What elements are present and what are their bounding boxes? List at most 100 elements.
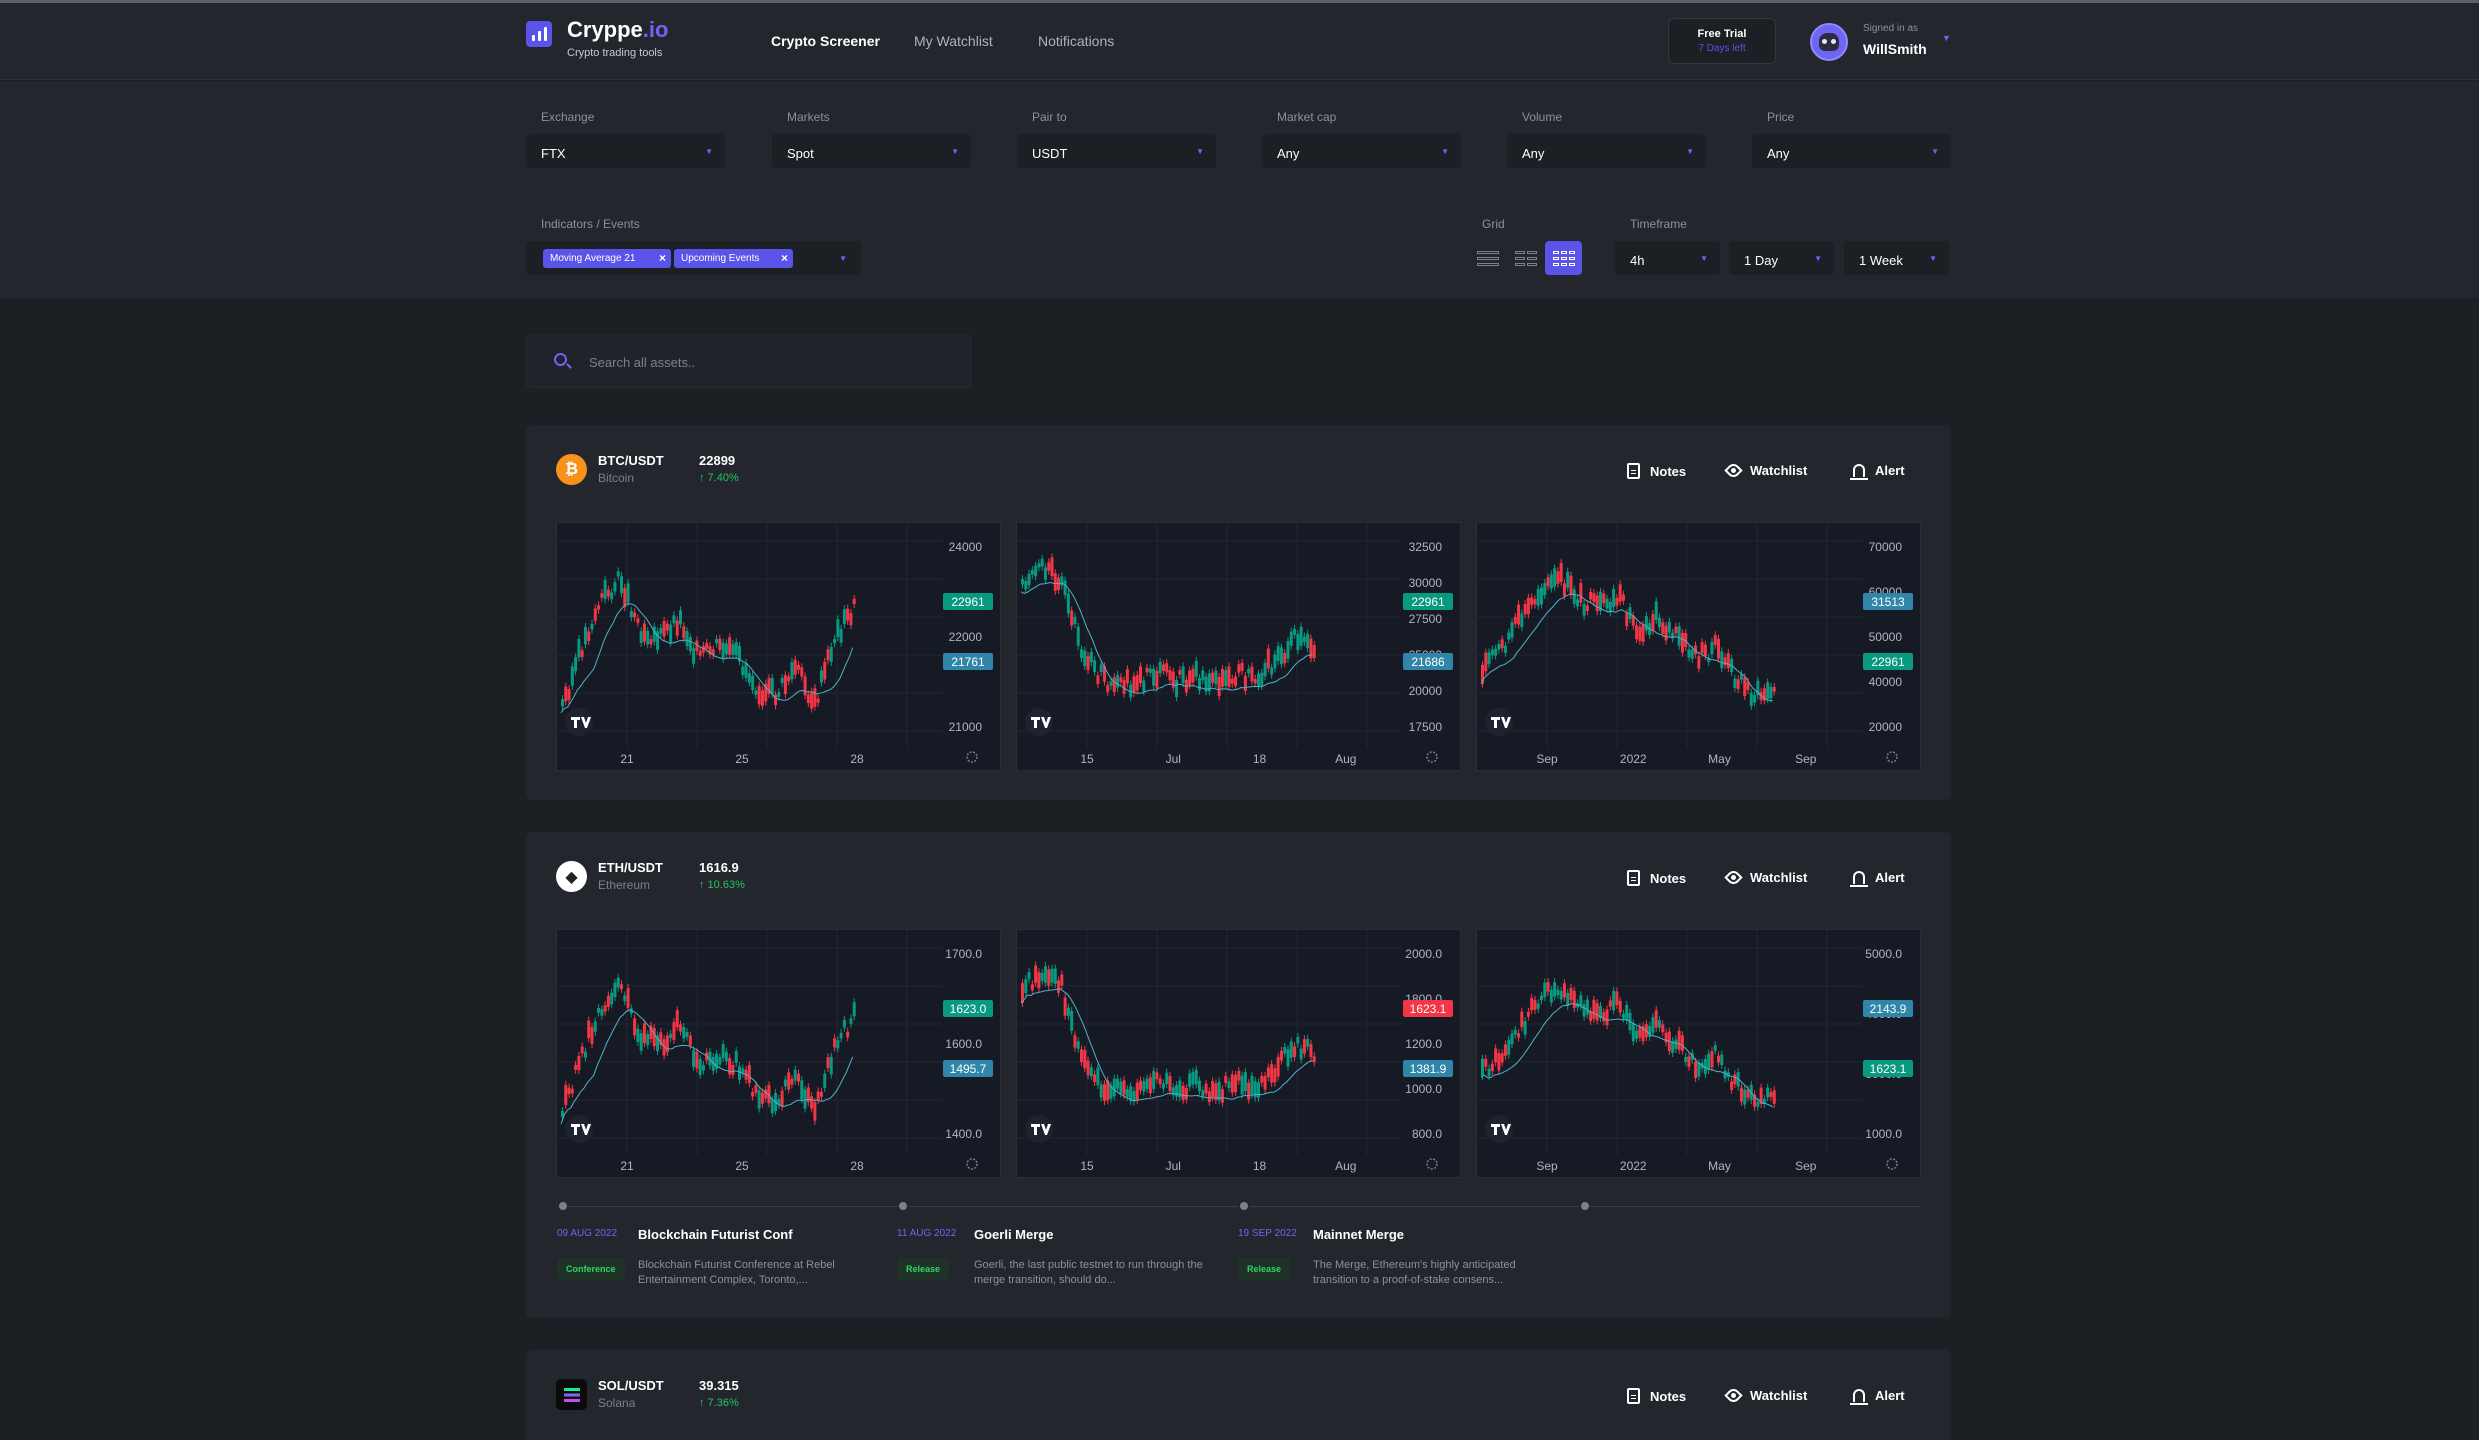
- timeframe-select-2[interactable]: 1 Day ▼: [1729, 241, 1834, 275]
- candle-body: [679, 1024, 682, 1032]
- watchlist-button[interactable]: Watchlist: [1724, 461, 1807, 480]
- brand-name[interactable]: Cryppe.io: [567, 17, 669, 42]
- timeframe-select-1[interactable]: 4h ▼: [1615, 241, 1720, 275]
- candle-body: [610, 992, 614, 1005]
- candle-body: [1312, 1056, 1316, 1063]
- event-title[interactable]: Mainnet Merge: [1313, 1227, 1405, 1242]
- exchange-select[interactable]: FTX ▼: [526, 134, 725, 168]
- candle-body: [1641, 624, 1645, 642]
- chip-moving-average[interactable]: Moving Average 21 ×: [543, 249, 671, 268]
- candle-body: [715, 1054, 719, 1069]
- price-chart[interactable]: 3250030000275002500020000175002296121686…: [1016, 522, 1461, 771]
- candle-body: [639, 631, 643, 644]
- indicators-select[interactable]: Moving Average 21 × Upcoming Events × ▼: [526, 241, 861, 275]
- x-tick-label: 28: [850, 1159, 864, 1173]
- alert-button[interactable]: Alert: [1850, 1388, 1905, 1405]
- candle-body: [1273, 1068, 1277, 1083]
- candle-body: [1605, 1009, 1609, 1026]
- grid-1-column-icon[interactable]: [1469, 241, 1506, 275]
- candle-body: [829, 646, 833, 663]
- candle-body: [1165, 663, 1169, 673]
- candle-body: [1148, 1077, 1152, 1094]
- event-title[interactable]: Goerli Merge: [974, 1227, 1054, 1242]
- asset-name: Ethereum: [598, 878, 651, 892]
- candle-body: [826, 649, 830, 661]
- nav-my-watchlist[interactable]: My Watchlist: [914, 33, 993, 49]
- candle-body: [1530, 997, 1534, 1011]
- market-cap-select[interactable]: Any ▼: [1262, 134, 1461, 168]
- chip-upcoming-events[interactable]: Upcoming Events ×: [674, 249, 793, 268]
- candle-body: [1589, 591, 1593, 600]
- watchlist-button[interactable]: Watchlist: [1724, 1386, 1807, 1405]
- candle-body: [718, 638, 722, 650]
- grid-2-columns-icon[interactable]: [1507, 241, 1544, 275]
- timeline-dot[interactable]: [897, 1200, 909, 1212]
- price-chart[interactable]: 24000 22000 21000 22961 21761 21 25 28: [556, 522, 1001, 771]
- timeline-dot[interactable]: [1238, 1200, 1250, 1212]
- watchlist-button[interactable]: Watchlist: [1724, 868, 1807, 887]
- price-chart[interactable]: 2000.0 1800.0 1200.0 1000.0 800.0 1623.1 1381.…: [1016, 929, 1461, 1178]
- notes-button[interactable]: Notes: [1627, 870, 1686, 886]
- candle-body: [1260, 1075, 1264, 1083]
- event-description: Blockchain Futurist Conference at Rebel …: [638, 1259, 835, 1286]
- candle-body: [1224, 670, 1228, 686]
- notes-button[interactable]: Notes: [1627, 463, 1686, 479]
- candle-body: [790, 661, 794, 680]
- price-select[interactable]: Any ▼: [1752, 134, 1951, 168]
- candle-body: [1615, 991, 1619, 1005]
- close-icon[interactable]: ×: [780, 251, 788, 265]
- volume-select[interactable]: Any ▼: [1507, 134, 1706, 168]
- nav-crypto-screener[interactable]: Crypto Screener: [771, 33, 880, 49]
- chevron-down-icon: ▼: [1441, 147, 1449, 156]
- candle-body: [1536, 588, 1540, 606]
- y-tick-label: 20000: [1409, 684, 1443, 698]
- alert-button[interactable]: Alert: [1850, 870, 1905, 887]
- robot-avatar[interactable]: [1810, 23, 1848, 61]
- x-tick-label: Sep: [1795, 1159, 1817, 1173]
- close-icon[interactable]: ×: [658, 251, 666, 265]
- asset-price: 1616.9: [699, 860, 739, 875]
- candle-body: [564, 686, 568, 702]
- candle-body: [590, 623, 594, 630]
- candle-body: [1139, 666, 1142, 684]
- candle-body: [606, 589, 610, 597]
- candle-body: [1487, 652, 1491, 665]
- event-title[interactable]: Blockchain Futurist Conf: [638, 1227, 793, 1242]
- grid-3-columns-icon[interactable]: [1545, 241, 1582, 275]
- chevron-down-icon[interactable]: ▼: [1942, 33, 1951, 43]
- candle-body: [1618, 584, 1622, 602]
- asset-price: 39.315: [699, 1378, 739, 1393]
- price-chart[interactable]: 70000 60000 50000 40000 20000 31513 22961 Sep 20…: [1476, 522, 1921, 771]
- free-trial-button[interactable]: Free Trial 7 Days left: [1668, 18, 1776, 64]
- alert-button[interactable]: Alert: [1850, 463, 1905, 480]
- username[interactable]: WillSmith: [1863, 41, 1927, 57]
- nav-notifications[interactable]: Notifications: [1038, 33, 1115, 49]
- asset-change: ↑ 7.40%: [699, 472, 739, 484]
- search-input[interactable]: [589, 351, 949, 373]
- asset-pair[interactable]: BTC/USDT: [598, 453, 664, 468]
- search-box[interactable]: [526, 334, 971, 388]
- candle-body: [1648, 1025, 1652, 1037]
- bar-chart-icon[interactable]: [526, 21, 552, 47]
- price-tag: 22961: [943, 593, 993, 610]
- markets-select[interactable]: Spot ▼: [772, 134, 971, 168]
- candle-body: [633, 612, 637, 618]
- pair-select[interactable]: USDT ▼: [1017, 134, 1216, 168]
- price-chart[interactable]: 5000.04000.03000.01000.02143.91623.1Sep2…: [1476, 929, 1921, 1178]
- price-chart[interactable]: 1700.0 1600.0 1400.0 1623.0 1495.7 21 25 28: [556, 929, 1001, 1178]
- candle-body: [1034, 965, 1038, 983]
- candle-body: [692, 648, 696, 664]
- candle-body: [764, 683, 768, 702]
- timeline-dot[interactable]: [557, 1200, 569, 1212]
- timeline-dot[interactable]: [1579, 1200, 1591, 1212]
- timeframe-select-3[interactable]: 1 Week ▼: [1844, 241, 1949, 275]
- notes-button[interactable]: Notes: [1627, 1388, 1686, 1404]
- candle-body: [1631, 615, 1635, 626]
- asset-pair[interactable]: SOL/USDT: [598, 1378, 664, 1393]
- svg-text:2143.9: 2143.9: [1870, 1002, 1907, 1016]
- candle-body: [1769, 1092, 1773, 1098]
- candle-body: [1286, 1049, 1290, 1067]
- asset-pair[interactable]: ETH/USDT: [598, 860, 663, 875]
- candle-body: [1507, 632, 1511, 640]
- candle-body: [767, 678, 771, 694]
